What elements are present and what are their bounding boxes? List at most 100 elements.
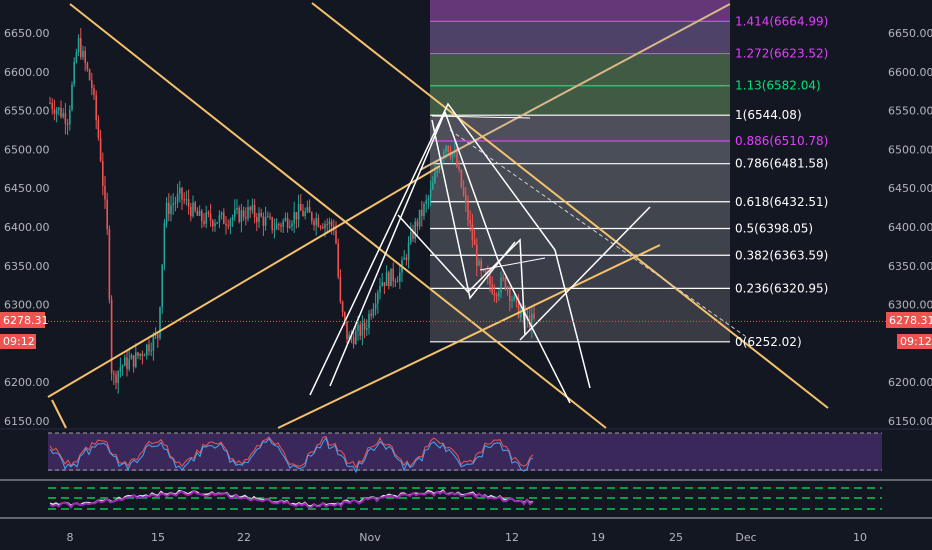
time-axis-tick: Dec	[735, 531, 756, 544]
candle-body	[493, 293, 496, 295]
pattern-wedge[interactable]	[397, 214, 526, 336]
candle-body	[469, 220, 471, 224]
candle-body	[381, 282, 383, 286]
right-axis-tick: 6550.00	[888, 105, 932, 118]
candle-body	[416, 221, 419, 227]
trendlines[interactable]	[47, 2, 829, 429]
time-axis[interactable]: 8 15 22 Nov 12 19 25 Dec 10	[67, 531, 868, 544]
left-price-badge: 6278.31 09:12	[0, 312, 49, 349]
candle-body	[330, 221, 333, 227]
candle-body	[423, 203, 425, 217]
fib-level-label: 1.272(6623.52)	[735, 47, 828, 61]
trendline-down-2[interactable]	[311, 2, 829, 409]
candle-body	[53, 109, 56, 114]
candle-body	[99, 137, 102, 161]
fib-level-label: 1.13(6582.04)	[735, 79, 821, 93]
candle-body	[240, 210, 243, 222]
candle-body	[77, 38, 80, 53]
candle-body	[405, 257, 408, 261]
candle-body	[132, 355, 135, 367]
candle-body	[93, 88, 95, 96]
rsi-pane[interactable]	[0, 428, 932, 474]
candle-body	[183, 199, 185, 201]
trendline-stub[interactable]	[51, 399, 67, 429]
right-price-axis[interactable]: 6650.00 6600.00 6550.00 6500.00 6450.00 6400.…	[888, 27, 932, 428]
candle-body	[179, 187, 181, 194]
candle-body	[291, 223, 293, 227]
candle-body	[216, 222, 218, 224]
candle-body	[242, 210, 245, 218]
candle-body	[313, 221, 315, 226]
candle-body	[520, 312, 522, 318]
pattern-line-c[interactable]	[479, 257, 546, 271]
candle-body	[478, 260, 480, 266]
pattern-triangle[interactable]	[431, 119, 516, 300]
candle-body	[163, 223, 166, 265]
harmonic-pattern[interactable]	[309, 102, 651, 404]
candle-body	[95, 95, 97, 120]
fib-level-label: 0.886(6510.78)	[735, 134, 828, 148]
candle-body	[394, 280, 397, 282]
dashed-projection[interactable]	[449, 129, 746, 337]
stoch-line-purple	[49, 489, 534, 509]
right-price-badge-text: 6278.31	[889, 314, 932, 327]
trendline-down-1[interactable]	[69, 3, 607, 429]
pattern-leg-outer[interactable]	[309, 102, 591, 396]
candle-body	[86, 62, 89, 70]
candle-body	[264, 216, 267, 226]
pattern-line-a[interactable]	[431, 115, 531, 119]
candle-body	[126, 357, 128, 369]
fib-zone	[430, 228, 730, 256]
candle-body	[425, 200, 427, 204]
candle-body	[231, 217, 234, 221]
right-axis-tick: 6650.00	[888, 27, 932, 40]
candle-body	[97, 119, 100, 138]
left-countdown-text: 09:12	[3, 335, 35, 348]
candle-body	[128, 359, 130, 369]
candle-body	[445, 145, 447, 152]
fib-level-label: 0.618(6432.51)	[735, 195, 828, 209]
candle-body	[421, 209, 423, 217]
pattern-line-b[interactable]	[519, 206, 651, 341]
candle-body	[511, 300, 513, 302]
candle-body	[434, 172, 436, 183]
candle-body	[82, 50, 84, 58]
candle-body	[106, 199, 108, 229]
left-axis-tick: 6450.00	[4, 182, 50, 195]
candle-body	[304, 211, 306, 217]
candle-body	[491, 284, 493, 294]
rsi-line-red	[49, 435, 534, 469]
pattern-leg-inner[interactable]	[329, 109, 571, 404]
trendline-up-1[interactable]	[47, 165, 441, 398]
left-axis-tick: 6200.00	[4, 376, 50, 389]
fib-level-label: 1(6544.08)	[735, 108, 802, 122]
candle-body	[66, 123, 69, 125]
candle-body	[154, 334, 157, 337]
left-price-axis[interactable]: 6650.00 6600.00 6550.00 6500.00 6450.00 6400.…	[4, 27, 50, 428]
candle-body	[363, 322, 366, 330]
candle-body	[108, 228, 111, 300]
candle-body	[533, 313, 535, 319]
candle-body	[289, 226, 291, 228]
fib-level-label: 0(6252.02)	[735, 335, 802, 349]
candle-body	[139, 353, 141, 356]
candle-body	[403, 257, 405, 260]
time-axis-tick: 25	[669, 531, 683, 544]
candle-body	[88, 69, 91, 81]
candle-body	[315, 218, 317, 226]
fib-zone	[430, 53, 730, 86]
stoch-pane[interactable]	[0, 479, 932, 519]
fib-zone	[430, 201, 730, 229]
trendline-up-2[interactable]	[419, 3, 731, 171]
candle-body	[275, 224, 278, 230]
trendline-up-3[interactable]	[277, 244, 661, 429]
candle-body	[55, 110, 58, 114]
fib-zone	[430, 288, 730, 342]
candle-body	[502, 277, 504, 279]
candle-body	[317, 218, 320, 227]
time-axis-tick: 10	[853, 531, 867, 544]
candle-body	[383, 282, 386, 286]
candle-body	[249, 207, 251, 211]
candle-body	[218, 215, 221, 223]
